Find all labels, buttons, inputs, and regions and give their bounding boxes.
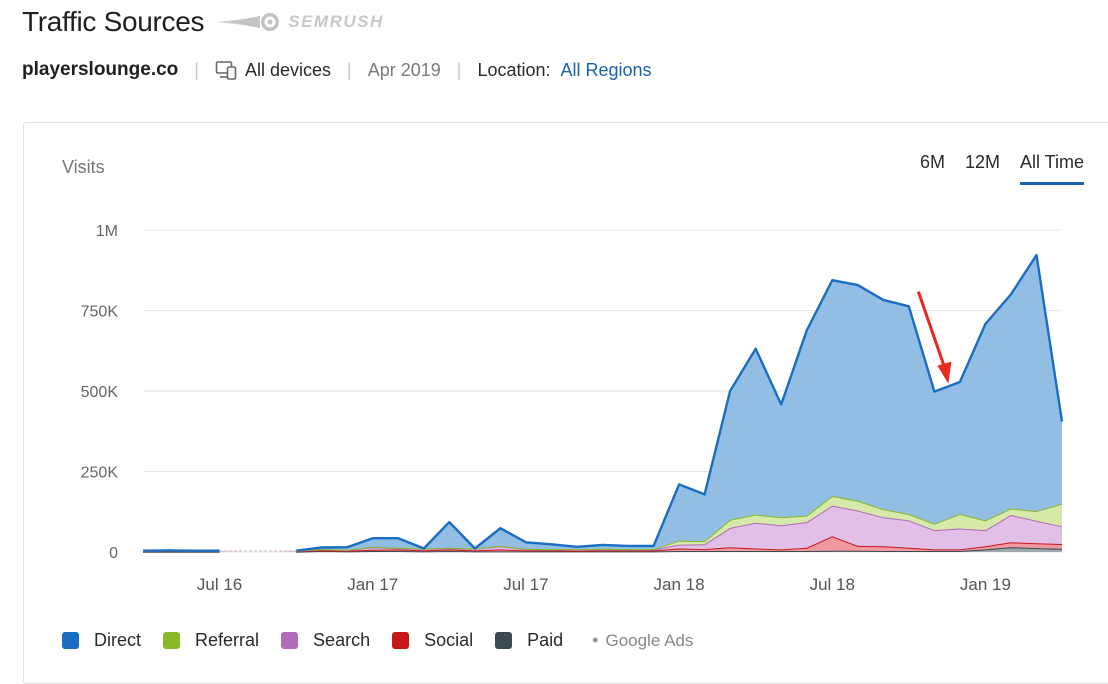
area-direct xyxy=(143,255,1062,552)
chart-legend: Direct Referral Search Social Paid • Goo… xyxy=(62,630,693,651)
tab-all-time[interactable]: All Time xyxy=(1019,152,1084,185)
legend-label: Referral xyxy=(195,630,260,650)
location-selector[interactable]: All Regions xyxy=(560,59,652,80)
legend-search[interactable]: Search xyxy=(281,630,370,651)
area-search xyxy=(143,505,1062,552)
divider: | xyxy=(194,59,199,80)
legend-referral[interactable]: Referral xyxy=(163,630,259,651)
fireball-icon xyxy=(216,13,280,31)
x-tick-label: Jan 18 xyxy=(654,575,705,594)
brand-wordmark: SEMRUSH xyxy=(288,12,384,31)
report-date[interactable]: Apr 2019 xyxy=(367,59,441,80)
domain-name[interactable]: playerslounge.co xyxy=(22,59,179,80)
y-axis-label: Visits xyxy=(62,157,105,177)
divider: | xyxy=(347,59,352,80)
devices-filter[interactable]: All devices xyxy=(215,60,331,81)
legend-label: Paid xyxy=(527,630,564,650)
y-tick-label: 0 xyxy=(109,545,118,562)
legend-swatch xyxy=(62,632,79,649)
y-tick-label: 500K xyxy=(81,384,119,401)
legend-swatch xyxy=(392,632,410,649)
divider: | xyxy=(456,59,462,80)
y-tick-label: 750K xyxy=(81,304,119,321)
traffic-area-chart: 0 250K 500K 750K 1M Jul 16 Jan 17 Jul 17 Jan 18 J… xyxy=(81,223,1064,594)
legend-swatch xyxy=(163,632,181,649)
legend-label: Search xyxy=(313,630,371,650)
legend-social[interactable]: Social xyxy=(392,630,473,651)
legend-swatch xyxy=(281,632,299,649)
range-tabs: 6M 12M All Time xyxy=(900,152,1084,185)
legend-swatch xyxy=(495,632,513,649)
semrush-logo: SEMRUSH xyxy=(214,12,384,32)
x-tick-label: Jan 17 xyxy=(347,575,398,594)
x-tick-label: Jul 18 xyxy=(810,575,855,594)
page-title: Traffic Sources xyxy=(22,6,205,37)
legend-direct[interactable]: Direct xyxy=(62,630,141,651)
devices-label: All devices xyxy=(244,59,332,80)
devices-icon xyxy=(215,61,237,80)
x-tick-label: Jul 17 xyxy=(503,575,548,594)
legend-paid[interactable]: Paid xyxy=(495,630,563,651)
area-social xyxy=(143,536,1062,552)
legend-label: Social xyxy=(424,630,474,650)
x-tick-label: Jan 19 xyxy=(960,575,1011,594)
tab-12m[interactable]: 12M xyxy=(964,152,1000,172)
line-direct xyxy=(142,253,1064,552)
legend-label: Direct xyxy=(94,630,142,650)
report-meta: playerslounge.co | All devices | Apr 201… xyxy=(22,55,652,85)
y-tick-label: 1M xyxy=(96,223,118,240)
legend-separator: • xyxy=(592,630,599,650)
tab-6m[interactable]: 6M xyxy=(919,152,945,172)
paid-note: Google Ads xyxy=(605,630,694,650)
y-tick-label: 250K xyxy=(81,465,119,482)
location-label: Location: xyxy=(477,59,551,80)
page-header: Traffic Sources SEMRUSH xyxy=(22,2,384,42)
annotation-arrow-head xyxy=(937,361,952,384)
annotation-arrow-shaft xyxy=(916,291,947,371)
x-tick-label: Jul 16 xyxy=(197,575,242,594)
